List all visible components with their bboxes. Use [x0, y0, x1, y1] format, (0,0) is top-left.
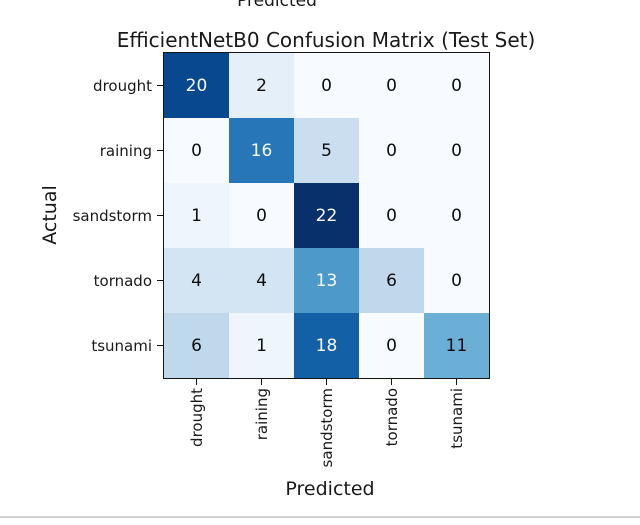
y-tick-mark: [157, 85, 163, 86]
matrix-cell: 4: [229, 248, 294, 313]
matrix-cell: 0: [359, 313, 424, 378]
x-tick-label: tsunami: [447, 388, 466, 449]
matrix-cell: 13: [294, 248, 359, 313]
matrix-cell: 22: [294, 183, 359, 248]
matrix-cell: 0: [424, 248, 489, 313]
matrix-cell: 6: [359, 248, 424, 313]
heatmap-grid: 20 2 0 0 0 0 16 5 0 0 1 0 22 0 0 4 4 13 6 0 6 1 18 0 11: [163, 52, 490, 379]
matrix-cell: 0: [359, 53, 424, 118]
matrix-cell: 11: [424, 313, 489, 378]
matrix-cell: 0: [359, 183, 424, 248]
y-tick-mark: [157, 280, 163, 281]
chart-title: EfficientNetB0 Confusion Matrix (Test Se…: [116, 28, 536, 52]
matrix-cell: 1: [229, 313, 294, 378]
matrix-cell: 0: [424, 53, 489, 118]
matrix-cell: 0: [424, 183, 489, 248]
x-tick-mark: [261, 379, 262, 385]
matrix-cell: 0: [229, 183, 294, 248]
matrix-cell: 0: [164, 118, 229, 183]
x-tick-mark: [196, 379, 197, 385]
x-tick-label: sandstorm: [317, 388, 336, 468]
y-tick-label: tornado: [93, 271, 152, 290]
y-tick-label: sandstorm: [72, 206, 152, 225]
y-tick-label: drought: [93, 76, 152, 95]
x-tick-label: tornado: [382, 388, 401, 447]
x-tick-mark: [391, 379, 392, 385]
matrix-cell: 0: [359, 118, 424, 183]
matrix-cell: 2: [229, 53, 294, 118]
separator-line: [0, 516, 640, 518]
y-tick-mark: [157, 215, 163, 216]
matrix-cell: 18: [294, 313, 359, 378]
y-tick-mark: [157, 345, 163, 346]
matrix-cell: 5: [294, 118, 359, 183]
x-tick-label: drought: [187, 388, 206, 447]
x-tick-label: raining: [252, 388, 271, 441]
y-tick-label: raining: [99, 141, 152, 160]
matrix-cell: 1: [164, 183, 229, 248]
y-tick-label: tsunami: [91, 336, 152, 355]
x-tick-mark: [456, 379, 457, 385]
x-tick-mark: [326, 379, 327, 385]
matrix-cell: 6: [164, 313, 229, 378]
y-axis-label: Actual: [39, 185, 61, 245]
matrix-cell: 0: [294, 53, 359, 118]
x-axis-label: Predicted: [285, 478, 375, 500]
matrix-cell: 20: [164, 53, 229, 118]
y-tick-mark: [157, 150, 163, 151]
matrix-cell: 0: [424, 118, 489, 183]
top-clipped-xlabel: Predicted: [237, 0, 317, 11]
matrix-cell: 16: [229, 118, 294, 183]
matrix-cell: 4: [164, 248, 229, 313]
